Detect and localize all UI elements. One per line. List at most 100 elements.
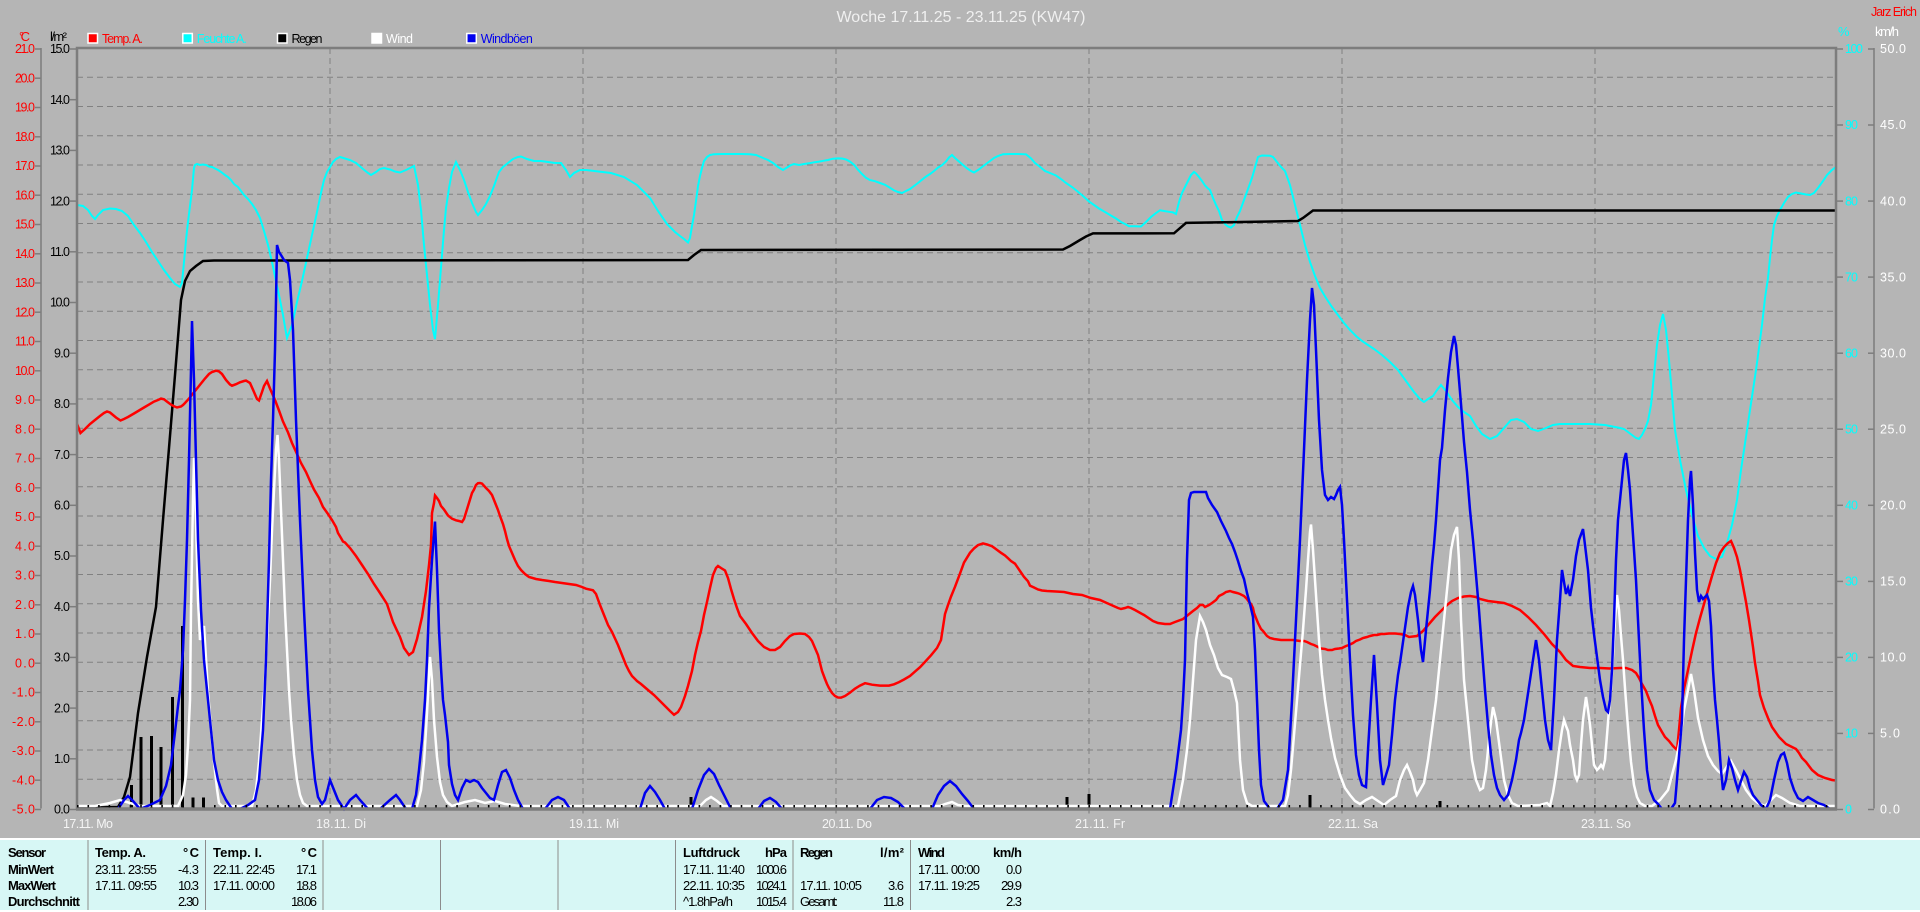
svg-text:l/m²: l/m² <box>880 845 905 860</box>
svg-text:17.11. Mo: 17.11. Mo <box>63 817 113 831</box>
svg-text:MaxWert: MaxWert <box>8 878 57 893</box>
svg-text:50.0: 50.0 <box>1880 42 1906 56</box>
svg-text:22.11. Sa: 22.11. Sa <box>1328 817 1378 831</box>
svg-text:%: % <box>1838 24 1850 39</box>
svg-text:11.0: 11.0 <box>50 245 70 259</box>
svg-text:50: 50 <box>1845 422 1858 436</box>
svg-text:Wind: Wind <box>918 845 945 860</box>
svg-text:1015.4: 1015.4 <box>756 894 787 909</box>
svg-text:Temp. I.: Temp. I. <box>213 845 262 860</box>
svg-text:40.0: 40.0 <box>1880 194 1906 208</box>
svg-text:20.11. Do: 20.11. Do <box>822 817 872 831</box>
svg-text:hPa: hPa <box>765 845 788 860</box>
svg-text:9.0: 9.0 <box>54 346 70 360</box>
svg-text:4.0: 4.0 <box>54 600 70 614</box>
svg-text:-1.0: -1.0 <box>12 686 35 700</box>
svg-text:30: 30 <box>1845 575 1858 589</box>
svg-text:40: 40 <box>1845 499 1858 513</box>
svg-text:6.0: 6.0 <box>54 499 70 513</box>
svg-text:10.0: 10.0 <box>50 296 70 310</box>
svg-text:Temp. A.: Temp. A. <box>95 845 146 860</box>
svg-text:19.0: 19.0 <box>15 101 35 115</box>
svg-text:15.0: 15.0 <box>1880 575 1906 589</box>
svg-text:6.0: 6.0 <box>15 481 35 495</box>
svg-text:1000.6: 1000.6 <box>756 862 787 877</box>
svg-text:-5.0: -5.0 <box>12 803 35 817</box>
svg-text:5.0: 5.0 <box>15 510 35 524</box>
svg-text:Temp. A.: Temp. A. <box>102 32 143 46</box>
svg-text:13.0: 13.0 <box>50 144 70 158</box>
svg-text:18.8: 18.8 <box>296 878 317 893</box>
svg-text:10: 10 <box>1845 727 1858 741</box>
svg-text:^1.8hPa/h: ^1.8hPa/h <box>683 894 733 909</box>
svg-text:18.0: 18.0 <box>15 130 35 144</box>
svg-text:20.0: 20.0 <box>15 72 35 86</box>
svg-text:15.0: 15.0 <box>50 42 70 56</box>
svg-text:0.0: 0.0 <box>1006 862 1022 877</box>
svg-text:2.30: 2.30 <box>178 894 199 909</box>
svg-text:8.0: 8.0 <box>54 397 70 411</box>
svg-text:19.11. Mi: 19.11. Mi <box>569 817 619 831</box>
svg-text:km/h: km/h <box>993 845 1022 860</box>
svg-text:15.0: 15.0 <box>15 218 35 232</box>
svg-text:20.0: 20.0 <box>1880 499 1906 513</box>
svg-text:14.0: 14.0 <box>50 93 70 107</box>
svg-text:3.0: 3.0 <box>15 569 35 583</box>
svg-text:Sensor: Sensor <box>8 845 46 860</box>
svg-text:17.11. 00:00: 17.11. 00:00 <box>918 862 980 877</box>
svg-text:3.0: 3.0 <box>54 651 70 665</box>
svg-text:11.8: 11.8 <box>883 894 904 909</box>
svg-text:17.11. 09:55: 17.11. 09:55 <box>95 878 157 893</box>
svg-text:25.0: 25.0 <box>1880 422 1906 436</box>
svg-text:°C: °C <box>19 29 30 44</box>
svg-text:45.0: 45.0 <box>1880 118 1906 132</box>
svg-text:5.0: 5.0 <box>54 549 70 563</box>
svg-text:11.0: 11.0 <box>15 335 35 349</box>
svg-text:7.0: 7.0 <box>54 448 70 462</box>
svg-text:Gesamt:: Gesamt: <box>800 894 838 909</box>
svg-text:17.11. 19:25: 17.11. 19:25 <box>918 878 980 893</box>
svg-text:16.0: 16.0 <box>15 188 35 202</box>
svg-text:°C: °C <box>183 845 200 860</box>
svg-text:Feuchte A.: Feuchte A. <box>197 32 247 46</box>
svg-text:17.0: 17.0 <box>15 159 35 173</box>
svg-text:18.11. Di: 18.11. Di <box>316 817 366 831</box>
svg-text:4.0: 4.0 <box>15 540 35 554</box>
svg-text:Durchschnitt: Durchschnitt <box>8 894 81 909</box>
svg-text:17.11. 00:00: 17.11. 00:00 <box>213 878 275 893</box>
svg-text:35.0: 35.0 <box>1880 270 1906 284</box>
svg-text:5.0: 5.0 <box>1880 727 1900 741</box>
svg-text:2.0: 2.0 <box>54 701 70 715</box>
svg-text:21.0: 21.0 <box>15 42 35 56</box>
svg-text:l/m²: l/m² <box>50 29 68 44</box>
svg-text:80: 80 <box>1845 194 1858 208</box>
svg-text:21.11. Fr: 21.11. Fr <box>1075 817 1125 831</box>
svg-text:29.9: 29.9 <box>1001 878 1022 893</box>
svg-text:0.0: 0.0 <box>15 657 35 671</box>
svg-text:2.0: 2.0 <box>15 598 35 612</box>
svg-text:9.0: 9.0 <box>15 393 35 407</box>
svg-text:17.1: 17.1 <box>296 862 317 877</box>
svg-text:23.11. 23:55: 23.11. 23:55 <box>95 862 157 877</box>
svg-text:8.0: 8.0 <box>15 422 35 436</box>
svg-text:km/h: km/h <box>1875 24 1899 39</box>
svg-text:Jarz Erich: Jarz Erich <box>1871 5 1917 19</box>
svg-text:23.11. So: 23.11. So <box>1581 817 1631 831</box>
svg-text:14.0: 14.0 <box>15 247 35 261</box>
svg-text:0.0: 0.0 <box>1880 803 1900 817</box>
svg-text:0.0: 0.0 <box>54 803 70 817</box>
svg-text:3.6: 3.6 <box>888 878 904 893</box>
svg-text:22.11. 22:45: 22.11. 22:45 <box>213 862 275 877</box>
svg-text:1024.1: 1024.1 <box>756 878 787 893</box>
svg-text:7.0: 7.0 <box>15 452 35 466</box>
svg-text:60: 60 <box>1845 346 1858 360</box>
svg-text:22.11. 10:35: 22.11. 10:35 <box>683 878 745 893</box>
svg-text:1.0: 1.0 <box>15 627 35 641</box>
svg-text:°C: °C <box>301 845 318 860</box>
svg-text:10.0: 10.0 <box>15 364 35 378</box>
svg-text:13.0: 13.0 <box>15 276 35 290</box>
svg-text:17.11. 10:05: 17.11. 10:05 <box>800 878 862 893</box>
svg-text:2.3: 2.3 <box>1006 894 1022 909</box>
svg-text:Regen: Regen <box>800 845 833 860</box>
svg-text:90: 90 <box>1845 118 1858 132</box>
